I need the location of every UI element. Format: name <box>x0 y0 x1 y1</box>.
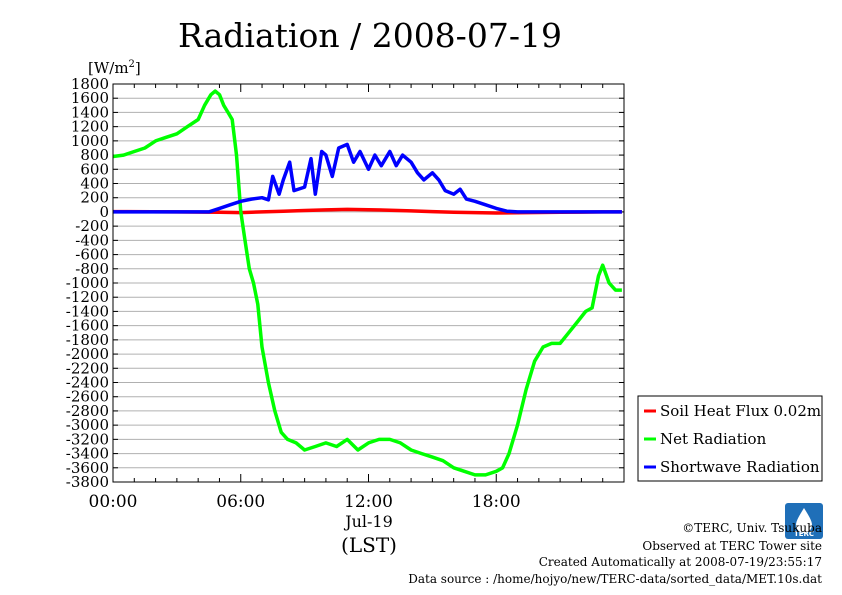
plot-frame <box>112 83 625 483</box>
series-line-2 <box>112 89 622 477</box>
x-tick-label: 12:00 <box>344 492 393 512</box>
y-tick-label: 400 <box>80 175 109 193</box>
y-tick-label: -3400 <box>66 445 109 463</box>
logo-text: TERC <box>794 530 814 538</box>
footer: ©TERC, Univ. Tsukuba Observed at TERC To… <box>408 521 822 586</box>
created-text: Created Automatically at 2008-07-19/23:5… <box>539 555 822 569</box>
y-tick-label: 1000 <box>71 132 109 150</box>
y-tick-label: -400 <box>75 231 109 249</box>
legend-box <box>637 395 823 482</box>
y-tick-label: -1200 <box>66 288 109 306</box>
y-tick-label: -2000 <box>66 345 109 363</box>
y-unit-label: [W/m2] <box>88 59 141 77</box>
y-tick-label: 0 <box>99 203 109 221</box>
source-text: Data source : /home/hojyo/new/TERC-data/… <box>408 572 822 586</box>
x-tick-label: 00:00 <box>89 492 138 512</box>
copyright-text: ©TERC, Univ. Tsukuba <box>682 521 822 535</box>
terc-logo: TERC <box>785 503 823 539</box>
y-tick-label: -600 <box>75 246 109 264</box>
plot-series <box>112 89 622 477</box>
y-tick-label: -2800 <box>66 402 109 420</box>
chart-title: Radiation / 2008-07-19 <box>178 16 562 55</box>
y-tick-label: -3000 <box>66 416 109 434</box>
y-tick-label: 1400 <box>71 103 109 121</box>
y-tick-label: -1600 <box>66 317 109 335</box>
series-line-3 <box>113 142 622 214</box>
y-tick-label: 800 <box>80 146 109 164</box>
y-tick-label: -3600 <box>66 459 109 477</box>
y-tick-label: -1400 <box>66 302 109 320</box>
x-tick-label: 18:00 <box>472 492 521 512</box>
y-axis: -3800-3600-3400-3200-3000-2800-2600-2400… <box>66 75 624 491</box>
y-tick-label: -2600 <box>66 388 109 406</box>
y-tick-label: -2200 <box>66 359 109 377</box>
y-tick-label: -800 <box>75 260 109 278</box>
y-tick-label: -200 <box>75 217 109 235</box>
grid-lines <box>113 83 624 483</box>
y-tick-label: 200 <box>80 189 109 207</box>
x-axis-label: (LST) <box>341 533 397 557</box>
y-tick-label: -1800 <box>66 331 109 349</box>
y-tick-label: 1600 <box>71 89 109 107</box>
y-tick-label: -3800 <box>66 473 109 491</box>
legend-label: Shortwave Radiation <box>660 458 820 476</box>
y-tick-label: 1200 <box>71 118 109 136</box>
y-tick-label: -1000 <box>66 274 109 292</box>
legend-label: Net Radiation <box>660 430 767 448</box>
y-tick-label: 1800 <box>71 75 109 93</box>
y-tick-label: -3200 <box>66 430 109 448</box>
x-tick-label: 06:00 <box>216 492 265 512</box>
legend: Soil Heat Flux 0.02m Net Radiation Shortwa… <box>637 395 823 482</box>
y-tick-label: 600 <box>80 160 109 178</box>
water-drop-icon <box>796 508 812 533</box>
site-text: Observed at TERC Tower site <box>642 539 822 553</box>
y-tick-label: -2400 <box>66 374 109 392</box>
legend-label: Soil Heat Flux 0.02m <box>660 402 821 420</box>
x-date-label: Jul-19 <box>343 512 393 531</box>
